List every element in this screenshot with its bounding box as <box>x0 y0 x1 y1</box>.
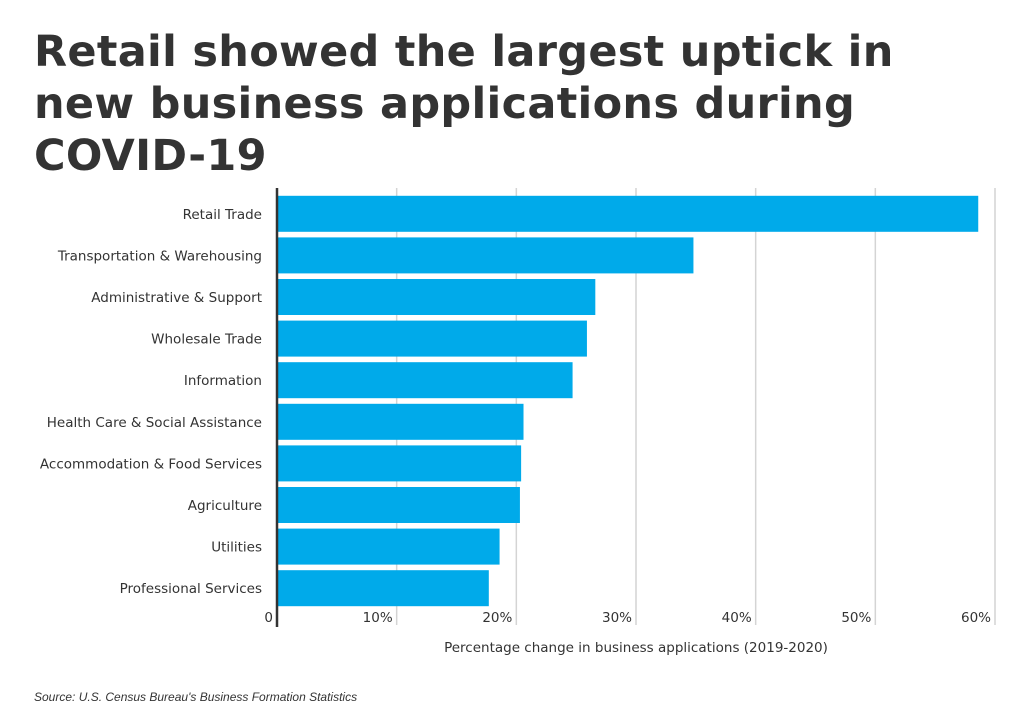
bar-wholesale-trade <box>277 320 587 357</box>
x-axis-title: Percentage change in business applicatio… <box>444 640 828 656</box>
category-label: Wholesale Trade <box>151 332 262 348</box>
category-label: Administrative & Support <box>91 290 262 306</box>
category-label: Agriculture <box>188 498 262 514</box>
x-tick-label: 0 <box>264 610 273 626</box>
x-tick-label: 60% <box>961 610 991 626</box>
bar-information <box>277 362 573 399</box>
x-tick-label: 20% <box>482 610 512 626</box>
bar-agriculture <box>277 487 520 523</box>
x-tick-label: 50% <box>841 610 871 626</box>
category-label: Transportation & Warehousing <box>57 248 262 264</box>
x-tick-label: 10% <box>363 610 393 626</box>
category-label: Health Care & Social Assistance <box>47 415 262 431</box>
x-tick-label: 30% <box>602 610 632 626</box>
bar-retail-trade <box>277 195 979 232</box>
bar-health-care-social-assistance <box>277 403 524 440</box>
bar-transportation-warehousing <box>277 237 694 274</box>
category-label: Information <box>184 373 262 389</box>
x-tick-label: 40% <box>722 610 752 626</box>
bar-administrative-support <box>277 279 596 315</box>
category-label: Accommodation & Food Services <box>40 456 262 472</box>
bar-utilities <box>277 528 500 565</box>
source-note: Source: U.S. Census Bureau's Business Fo… <box>34 690 358 704</box>
category-label: Utilities <box>211 540 262 556</box>
chart-title: Retail showed the largest uptick in new … <box>34 27 894 181</box>
bar-professional-services <box>277 570 489 607</box>
bar-accommodation-food-services <box>277 445 522 482</box>
category-label: Retail Trade <box>183 207 262 223</box>
category-label: Professional Services <box>120 581 262 597</box>
